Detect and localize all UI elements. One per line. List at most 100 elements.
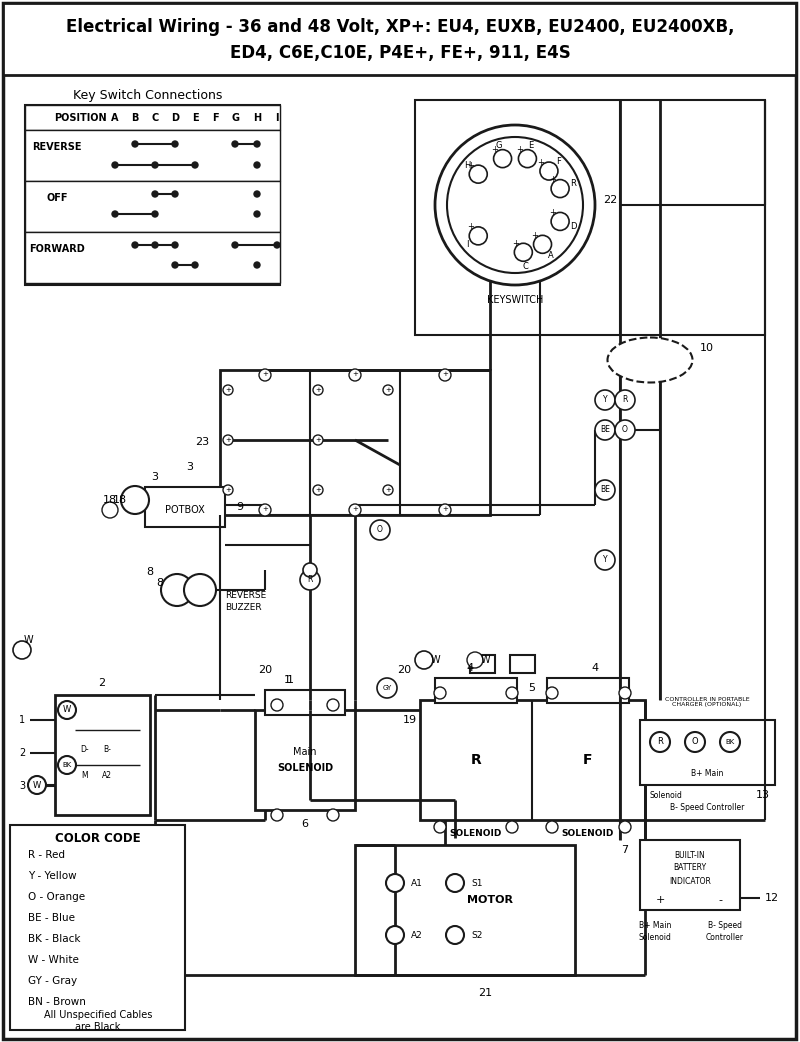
Text: 20: 20 [258, 665, 272, 675]
Circle shape [434, 821, 446, 833]
Text: GY - Gray: GY - Gray [28, 976, 77, 986]
Text: W: W [430, 655, 440, 665]
Text: SOLENOID: SOLENOID [562, 829, 614, 839]
Text: Electrical Wiring - 36 and 48 Volt, XP+: EU4, EUXB, EU2400, EU2400XB,: Electrical Wiring - 36 and 48 Volt, XP+:… [66, 18, 734, 36]
Text: All Unspecified Cables: All Unspecified Cables [44, 1010, 152, 1020]
Bar [25, 232, 280, 283]
Bar [145, 487, 225, 527]
Text: W: W [63, 705, 71, 715]
Bar [55, 695, 150, 815]
Text: +: + [262, 506, 268, 512]
Text: W: W [33, 780, 41, 790]
Text: W: W [480, 655, 490, 665]
Circle shape [540, 163, 558, 180]
Bar [547, 678, 629, 703]
Text: 2: 2 [18, 748, 25, 758]
Text: 18: 18 [113, 495, 127, 505]
Circle shape [595, 420, 615, 440]
Text: 2: 2 [98, 678, 106, 688]
Circle shape [506, 821, 518, 833]
Text: BATTERY: BATTERY [674, 864, 706, 872]
Text: GY: GY [382, 685, 392, 691]
Circle shape [232, 141, 238, 147]
Text: G: G [231, 113, 239, 123]
Text: FORWARD: FORWARD [29, 244, 85, 254]
Circle shape [439, 369, 451, 381]
Text: O - Orange: O - Orange [28, 892, 85, 902]
Text: E: E [192, 113, 198, 123]
Text: C: C [151, 113, 158, 123]
Text: R: R [470, 753, 482, 767]
Circle shape [172, 141, 178, 147]
Circle shape [271, 699, 283, 711]
Text: 20: 20 [397, 665, 411, 675]
Circle shape [259, 369, 271, 381]
Circle shape [313, 435, 323, 445]
Text: CONTROLLER IN PORTABLE
CHARGER (OPTIONAL): CONTROLLER IN PORTABLE CHARGER (OPTIONAL… [665, 697, 750, 708]
Circle shape [254, 141, 260, 147]
Circle shape [152, 191, 158, 197]
Text: O: O [377, 525, 383, 535]
Circle shape [172, 262, 178, 268]
Text: Main: Main [294, 747, 317, 756]
Text: KEYSWITCH: KEYSWITCH [487, 295, 543, 305]
Bar [220, 370, 490, 515]
Bar [435, 678, 517, 703]
Circle shape [595, 550, 615, 570]
Text: 4: 4 [591, 663, 598, 673]
Text: +: + [315, 387, 321, 393]
Text: 9: 9 [237, 502, 243, 512]
Text: 19: 19 [403, 715, 417, 725]
Text: R: R [307, 575, 313, 585]
Circle shape [327, 699, 339, 711]
Circle shape [383, 485, 393, 495]
Text: B- Speed: B- Speed [708, 920, 742, 929]
Text: +: + [385, 487, 391, 493]
Text: Controller: Controller [706, 933, 744, 942]
Bar [255, 710, 355, 810]
Text: OFF: OFF [46, 193, 68, 203]
Text: S1: S1 [471, 878, 482, 888]
Text: REVERSE: REVERSE [225, 591, 266, 599]
Circle shape [254, 210, 260, 217]
Text: 3: 3 [151, 472, 158, 482]
Text: 18: 18 [103, 495, 117, 505]
Circle shape [514, 243, 532, 262]
Bar [640, 720, 775, 785]
Bar [25, 181, 280, 232]
Bar [3, 3, 796, 75]
Circle shape [192, 162, 198, 168]
Text: W - White: W - White [28, 956, 79, 965]
Circle shape [303, 563, 317, 577]
Text: 1: 1 [19, 715, 25, 725]
Text: 5: 5 [529, 683, 535, 693]
Text: +: + [262, 371, 268, 377]
Text: D-: D- [81, 745, 90, 754]
Circle shape [518, 150, 537, 168]
Circle shape [534, 235, 551, 253]
Text: BUZZER: BUZZER [225, 603, 262, 613]
Bar [640, 840, 740, 910]
Text: Solenoid: Solenoid [650, 791, 683, 799]
Text: I: I [275, 113, 278, 123]
Text: Solenoid: Solenoid [638, 933, 671, 942]
Text: SOLENOID: SOLENOID [450, 829, 502, 839]
Text: INDICATOR: INDICATOR [669, 876, 711, 886]
Circle shape [349, 369, 361, 381]
Text: 12: 12 [765, 893, 779, 903]
Text: SOLENOID: SOLENOID [277, 763, 333, 773]
Circle shape [415, 651, 433, 669]
Circle shape [327, 809, 339, 821]
Text: 23: 23 [195, 437, 209, 447]
Bar [25, 130, 280, 181]
Text: F: F [557, 156, 562, 166]
Text: BK: BK [726, 739, 734, 745]
Text: 13: 13 [756, 790, 770, 800]
Text: W: W [23, 635, 33, 645]
Text: +: + [442, 506, 448, 512]
Text: +: + [385, 387, 391, 393]
Text: I: I [466, 241, 469, 249]
Circle shape [223, 485, 233, 495]
Bar [355, 845, 575, 975]
Text: O: O [692, 738, 698, 746]
